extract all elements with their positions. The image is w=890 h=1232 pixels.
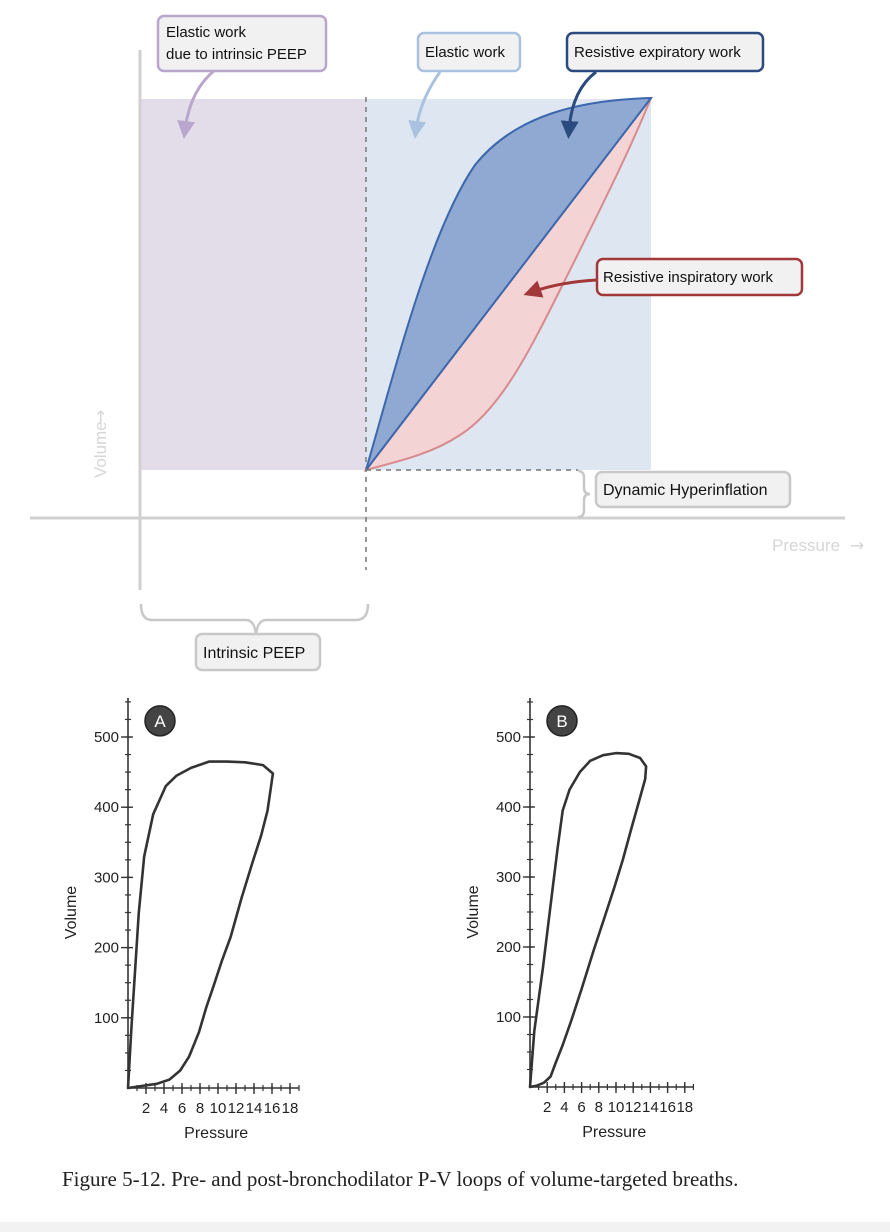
chart-b-x-axis-label: Pressure: [582, 1124, 646, 1141]
chart-a-x-tick-label: 4: [160, 1100, 168, 1117]
diagram-y-axis-label: Volume: [91, 421, 110, 478]
label-resistive-expiratory-work-text: Resistive expiratory work: [574, 44, 741, 61]
diagram-x-axis-arrow: →: [850, 536, 864, 556]
chart-a-y-tick-label: 200: [94, 940, 119, 957]
chart-b-x-tick-label: 8: [595, 1099, 603, 1116]
chart-a-x-tick-label: 6: [178, 1100, 186, 1117]
chart-a-y-tick-label: 100: [94, 1010, 119, 1027]
chart-b-x-tick-label: 6: [577, 1099, 585, 1116]
chart-a-x-tick-label: 12: [228, 1100, 245, 1117]
chart-b-pv-loop: [528, 751, 648, 1089]
chart-b-y-tick-label: 200: [496, 939, 521, 956]
chart-a-x-tick-label: 8: [196, 1100, 204, 1117]
chart-a-y-tick-label: 400: [94, 799, 119, 816]
expiratory-work-arrow: [560, 70, 597, 139]
peep-elastic-work-region: [140, 99, 366, 470]
chart-a-y-tick-label: 500: [94, 729, 119, 746]
label-resistive-expiratory-work: Resistive expiratory work: [565, 31, 765, 73]
chart-a: 2 4 6 8 10 12 14 16 18 100 200 300 400 500 Pressure Vol…: [63, 697, 300, 1142]
chart-a-pv-loop: [126, 760, 275, 1090]
chart-b-x-tick-label: 10: [608, 1099, 625, 1116]
diagram-x-axis-label: Pressure: [772, 536, 840, 555]
chart-b-x-tick-label: 16: [659, 1099, 676, 1116]
chart-a-badge-label: A: [154, 712, 166, 731]
chart-b-x-tick-label: 2: [543, 1099, 551, 1116]
label-elastic-work-peep: Elastic work due to intrinsic PEEP: [156, 14, 328, 73]
label-elastic-work-text: Elastic work: [425, 44, 506, 61]
chart-b-x-tick-label: 14: [642, 1099, 659, 1116]
label-elastic-work-peep-line2: due to intrinsic PEEP: [166, 46, 307, 63]
chart-b-y-tick-label: 100: [496, 1009, 521, 1026]
chart-b-badge-circle: [546, 705, 578, 737]
chart-a-x-axis-label: Pressure: [184, 1125, 248, 1142]
chart-a-badge-circle: [144, 705, 176, 737]
chart-b-x-tick-label: 18: [676, 1099, 693, 1116]
label-intrinsic-peep-text: Intrinsic PEEP: [203, 645, 305, 662]
peep-work-arrow: [177, 68, 216, 139]
chart-b-y-tick-label: 500: [496, 729, 521, 746]
chart-a-x-tick-label: 10: [210, 1100, 227, 1117]
chart-a-y-axis-label: Volume: [63, 886, 80, 939]
label-dynamic-hyperinflation-text: Dynamic Hyperinflation: [603, 482, 768, 499]
chart-b-badge-label: B: [556, 712, 567, 731]
chart-a-x-tick-label: 14: [246, 1100, 263, 1117]
hyperinflation-brace: [577, 469, 591, 519]
chart-a-x-tick-label: 18: [282, 1100, 299, 1117]
intrinsic-peep-brace: [139, 603, 370, 635]
chart-a-x-tick-label: 16: [264, 1100, 281, 1117]
label-dynamic-hyperinflation: Dynamic Hyperinflation: [594, 470, 792, 509]
chart-b-y-axis-label: Volume: [465, 885, 482, 938]
elastic-work-arrow: [408, 71, 442, 139]
chart-a-x-tick-label: 2: [142, 1100, 150, 1117]
label-resistive-inspiratory-work: Resistive inspiratory work: [595, 257, 804, 297]
diagram-y-axis-arrow: →: [91, 410, 111, 424]
label-resistive-inspiratory-work-text: Resistive inspiratory work: [603, 269, 774, 286]
chart-b-y-tick-label: 300: [496, 869, 521, 886]
chart-b: 2 4 6 8 10 12 14 16 18 100 200 300 400 500 Pressure Vol…: [465, 698, 695, 1141]
chart-b-x-tick-label: 12: [625, 1099, 642, 1116]
chart-b-x-tick-label: 4: [560, 1099, 568, 1116]
inspiratory-work-arrow: [523, 278, 598, 298]
chart-b-y-tick-label: 400: [496, 799, 521, 816]
figure-caption: Figure 5-12. Pre- and post-bronchodilato…: [62, 1167, 739, 1191]
bottom-strip: [0, 1222, 890, 1232]
label-intrinsic-peep: Intrinsic PEEP: [194, 632, 322, 672]
label-elastic-work-peep-line1: Elastic work: [166, 24, 247, 41]
label-elastic-work: Elastic work: [416, 31, 522, 73]
chart-a-y-tick-label: 300: [94, 869, 119, 886]
resistive-expiratory-region: [365, 96, 654, 471]
pv-work-diagram: Volume → Pressure → Elastic work due to …: [30, 14, 864, 672]
